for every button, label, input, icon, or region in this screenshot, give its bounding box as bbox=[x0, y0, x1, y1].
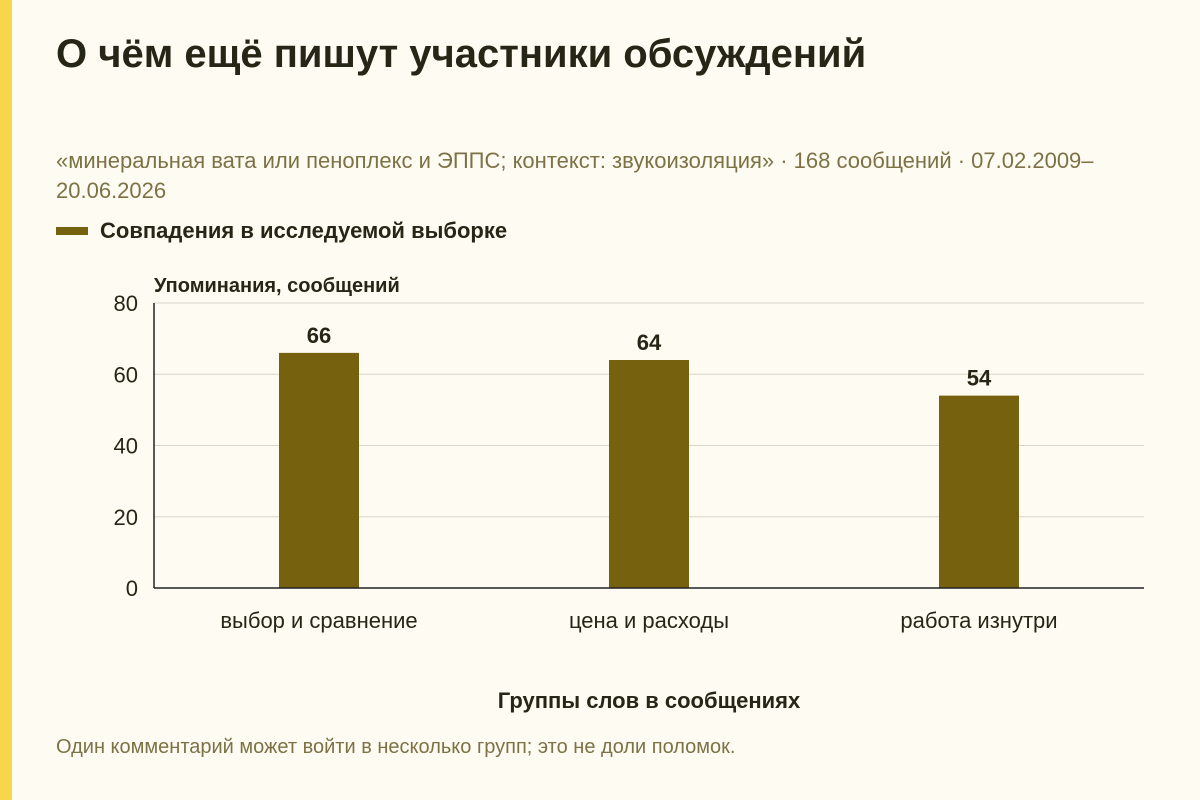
bar bbox=[609, 360, 689, 588]
x-tick-label: работа изнутри bbox=[900, 608, 1057, 633]
legend-swatch bbox=[56, 227, 88, 235]
y-tick-label: 80 bbox=[114, 291, 138, 316]
bar-value-label: 66 bbox=[307, 323, 331, 348]
axis-labels: 0 20 40 60 80 66 выбор и сравнение 64 цена и рас… bbox=[114, 291, 1058, 633]
bar-value-label: 64 bbox=[637, 330, 662, 355]
legend-label: Совпадения в исследуемой выборке bbox=[100, 218, 508, 243]
x-tick-label: выбор и сравнение bbox=[220, 608, 417, 633]
x-tick-label: цена и расходы bbox=[569, 608, 729, 633]
bar-value-label: 54 bbox=[967, 366, 992, 391]
chart-subtitle: «минеральная вата или пеноплекс и ЭППС; … bbox=[56, 148, 1094, 203]
y-axis-title: Упоминания, сообщений bbox=[154, 275, 400, 297]
legend: Совпадения в исследуемой выборке bbox=[56, 218, 507, 244]
accent-stripe bbox=[0, 0, 12, 800]
y-tick-label: 20 bbox=[114, 505, 138, 530]
footnote: Один комментарий может войти в несколько… bbox=[56, 736, 736, 758]
bars bbox=[279, 352, 1019, 588]
x-axis-title: Группы слов в сообщениях bbox=[498, 688, 801, 713]
y-tick-label: 60 bbox=[114, 362, 138, 387]
chart-title: О чём ещё пишут участники обсуждений bbox=[56, 32, 867, 76]
bar bbox=[279, 352, 359, 588]
y-tick-label: 40 bbox=[114, 434, 138, 459]
bar bbox=[939, 395, 1019, 588]
y-tick-label: 0 bbox=[126, 576, 138, 601]
